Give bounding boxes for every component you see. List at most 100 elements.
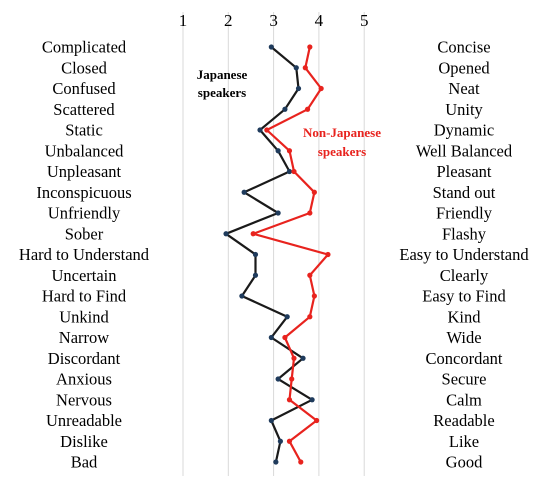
- right-label-0: Concise: [437, 38, 490, 57]
- right-label-13: Kind: [448, 307, 482, 326]
- right-label-7: Stand out: [433, 183, 496, 202]
- left-label-16: Anxious: [56, 370, 112, 389]
- point-japanese-speakers-9: [223, 231, 229, 237]
- point-non-japanese-speakers-3: [304, 106, 311, 112]
- left-label-7: Inconspicuous: [36, 183, 131, 202]
- right-label-10: Easy to Understand: [399, 245, 529, 264]
- left-label-4: Static: [65, 121, 103, 140]
- left-label-13: Unkind: [59, 307, 109, 326]
- point-non-japanese-speakers-12: [311, 293, 317, 299]
- point-non-japanese-speakers-10: [325, 251, 331, 258]
- point-non-japanese-speakers-4: [264, 127, 270, 133]
- point-japanese-speakers-8: [275, 210, 281, 216]
- point-japanese-speakers-7: [241, 189, 247, 195]
- point-japanese-speakers-16: [275, 376, 281, 382]
- point-non-japanese-speakers-8: [307, 210, 313, 216]
- right-label-17: Calm: [446, 390, 482, 409]
- point-japanese-speakers-15: [300, 355, 306, 361]
- right-label-3: Unity: [445, 100, 483, 119]
- left-label-18: Unreadable: [46, 411, 122, 430]
- point-non-japanese-speakers-2: [318, 85, 324, 92]
- left-label-6: Unpleasant: [47, 162, 122, 181]
- point-japanese-speakers-11: [252, 272, 259, 278]
- point-japanese-speakers-20: [273, 459, 279, 465]
- point-non-japanese-speakers-15: [291, 355, 297, 361]
- right-label-20: Good: [446, 453, 483, 472]
- point-non-japanese-speakers-11: [307, 272, 313, 278]
- series-annotations: Japanese speakers Non-Japanese speakers: [197, 67, 382, 159]
- right-label-11: Clearly: [440, 266, 489, 285]
- left-label-2: Confused: [52, 79, 116, 98]
- x-tick-label-5: 5: [360, 11, 369, 30]
- point-non-japanese-speakers-7: [311, 189, 317, 195]
- left-label-14: Narrow: [59, 328, 109, 347]
- left-label-0: Complicated: [42, 38, 127, 57]
- right-label-2: Neat: [448, 79, 480, 98]
- annotation-japanese-line1: Japanese: [197, 67, 248, 82]
- x-tick-label-1: 1: [179, 11, 188, 30]
- point-non-japanese-speakers-5: [286, 148, 293, 154]
- point-japanese-speakers-14: [268, 334, 274, 341]
- right-label-4: Dynamic: [434, 121, 494, 140]
- point-japanese-speakers-10: [252, 251, 259, 258]
- left-label-10: Hard to Understand: [19, 245, 150, 264]
- point-non-japanese-speakers-6: [291, 168, 297, 175]
- series-line-japanese-speakers: [224, 46, 314, 463]
- left-label-1: Closed: [61, 58, 108, 77]
- left-label-9: Sober: [65, 224, 104, 243]
- left-label-5: Unbalanced: [45, 141, 125, 160]
- right-label-15: Concordant: [426, 349, 503, 368]
- point-japanese-speakers-3: [282, 106, 288, 112]
- left-label-3: Scattered: [53, 100, 115, 119]
- right-label-9: Flashy: [442, 224, 487, 243]
- point-non-japanese-speakers-14: [282, 334, 288, 341]
- point-japanese-speakers-0: [268, 44, 274, 50]
- point-japanese-speakers-5: [275, 148, 281, 154]
- series-points: [223, 44, 331, 465]
- point-japanese-speakers-13: [284, 314, 290, 320]
- point-japanese-speakers-1: [293, 65, 299, 71]
- annotation-non-japanese-line1: Non-Japanese: [303, 125, 381, 140]
- left-label-19: Dislike: [60, 432, 108, 451]
- point-japanese-speakers-6: [286, 168, 293, 175]
- x-tick-label-2: 2: [224, 11, 233, 30]
- point-non-japanese-speakers-16: [289, 376, 295, 382]
- point-japanese-speakers-17: [309, 397, 315, 403]
- annotation-non-japanese-line2: speakers: [318, 144, 366, 159]
- left-label-15: Discordant: [48, 349, 121, 368]
- point-non-japanese-speakers-0: [307, 44, 313, 50]
- annotation-japanese-line2: speakers: [198, 85, 246, 100]
- left-label-17: Nervous: [56, 390, 112, 409]
- left-label-20: Bad: [71, 453, 98, 472]
- point-japanese-speakers-12: [239, 293, 245, 299]
- point-japanese-speakers-2: [295, 85, 302, 92]
- right-label-5: Well Balanced: [416, 141, 513, 160]
- point-non-japanese-speakers-18: [314, 417, 320, 424]
- point-non-japanese-speakers-19: [286, 438, 293, 444]
- x-tick-label-3: 3: [269, 11, 278, 30]
- right-label-12: Easy to Find: [422, 287, 506, 306]
- right-label-19: Like: [449, 432, 479, 451]
- point-non-japanese-speakers-9: [250, 231, 256, 237]
- x-tick-label-4: 4: [315, 11, 324, 30]
- right-label-14: Wide: [446, 328, 481, 347]
- point-non-japanese-speakers-20: [298, 459, 304, 465]
- right-label-6: Pleasant: [437, 162, 492, 181]
- right-label-18: Readable: [433, 411, 494, 430]
- x-axis-ticks: 1 2 3 4 5: [179, 11, 369, 30]
- right-label-16: Secure: [442, 370, 487, 389]
- point-japanese-speakers-19: [277, 438, 283, 444]
- left-label-11: Uncertain: [51, 266, 116, 285]
- right-label-1: Opened: [438, 58, 490, 77]
- point-japanese-speakers-4: [257, 127, 263, 133]
- point-non-japanese-speakers-13: [307, 314, 313, 320]
- left-label-8: Unfriendly: [48, 204, 121, 223]
- right-label-8: Friendly: [436, 204, 493, 223]
- point-japanese-speakers-18: [268, 417, 274, 424]
- left-label-12: Hard to Find: [42, 287, 127, 306]
- point-non-japanese-speakers-17: [286, 397, 293, 403]
- point-non-japanese-speakers-1: [302, 65, 308, 71]
